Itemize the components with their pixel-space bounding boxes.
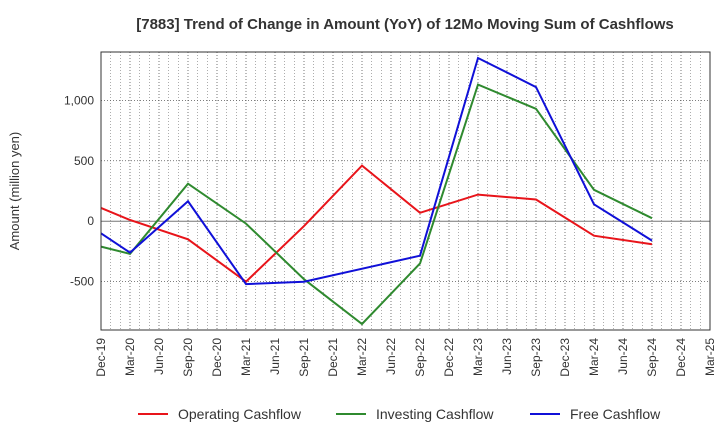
x-tick-label: Sep-22 xyxy=(413,338,427,377)
legend-label: Investing Cashflow xyxy=(376,406,494,422)
legend: Operating Cashflow Investing Cashflow Free… xyxy=(138,406,661,422)
x-tick-label: Mar-22 xyxy=(355,338,369,376)
y-tick-label: 1,000 xyxy=(64,93,94,107)
x-tick-label: Mar-23 xyxy=(471,338,485,376)
x-tick-label: Jun-23 xyxy=(500,338,514,375)
x-tick-label: Dec-19 xyxy=(94,338,108,377)
x-tick-label: Mar-20 xyxy=(123,338,137,376)
chart-title: [7883] Trend of Change in Amount (YoY) o… xyxy=(136,16,674,33)
x-tick-label: Sep-23 xyxy=(529,338,543,377)
series-line-free-cashflow xyxy=(100,56,653,286)
series-line-operating-cashflow xyxy=(100,164,653,284)
x-tick-label: Jun-20 xyxy=(152,338,166,375)
legend-label: Free Cashflow xyxy=(570,406,661,422)
x-tick-label: Dec-23 xyxy=(558,338,572,377)
y-tick-label: 500 xyxy=(74,154,94,168)
x-tick-label: Mar-21 xyxy=(239,338,253,376)
x-tick-label: Sep-24 xyxy=(645,338,659,377)
legend-label: Operating Cashflow xyxy=(178,406,302,422)
x-tick-label: Dec-21 xyxy=(326,338,340,377)
x-tick-labels: Dec-19 Mar-20 Jun-20 Sep-20 Dec-20 Mar-21 Jun-… xyxy=(94,338,717,377)
y-tick-label: 0 xyxy=(87,214,94,228)
x-tick-label: Dec-24 xyxy=(674,338,688,377)
plot-frame xyxy=(100,51,711,331)
x-tick-label: Dec-20 xyxy=(210,338,224,377)
x-tick-label: Mar-24 xyxy=(587,338,601,376)
x-tick-label: Jun-22 xyxy=(384,338,398,375)
y-tick-labels: -500 0 500 1,000 xyxy=(64,93,94,288)
x-tick-label: Sep-21 xyxy=(297,338,311,377)
series-layer xyxy=(100,56,653,326)
x-tick-label: Jun-24 xyxy=(616,338,630,375)
grid-layer xyxy=(100,52,711,330)
x-tick-label: Sep-20 xyxy=(181,338,195,377)
y-tick-label: -500 xyxy=(70,275,94,289)
x-tick-label: Jun-21 xyxy=(268,338,282,375)
y-axis-label: Amount (million yen) xyxy=(7,132,22,251)
x-tick-label: Mar-25 xyxy=(703,338,717,376)
series-line-investing-cashflow xyxy=(100,83,653,326)
x-tick-label: Dec-22 xyxy=(442,338,456,377)
